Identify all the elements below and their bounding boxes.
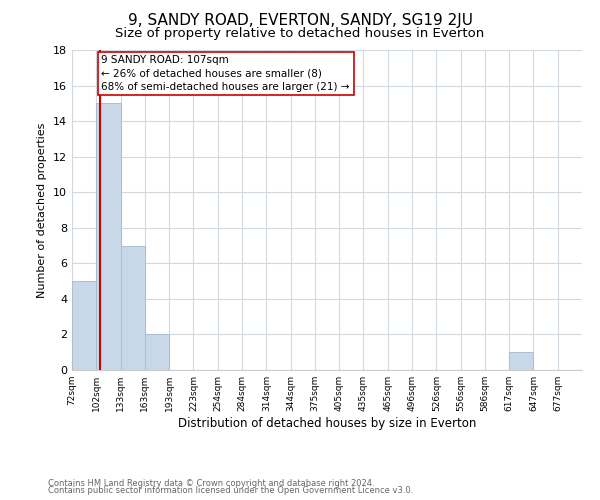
Text: 9, SANDY ROAD, EVERTON, SANDY, SG19 2JU: 9, SANDY ROAD, EVERTON, SANDY, SG19 2JU [128,12,473,28]
Text: Contains public sector information licensed under the Open Government Licence v3: Contains public sector information licen… [48,486,413,495]
Y-axis label: Number of detached properties: Number of detached properties [37,122,47,298]
Bar [96,104,121,370]
Bar [145,334,169,370]
Bar [121,246,145,370]
Text: Size of property relative to detached houses in Everton: Size of property relative to detached ho… [115,28,485,40]
Text: 9 SANDY ROAD: 107sqm
← 26% of detached houses are smaller (8)
68% of semi-detach: 9 SANDY ROAD: 107sqm ← 26% of detached h… [101,56,350,92]
Text: Contains HM Land Registry data © Crown copyright and database right 2024.: Contains HM Land Registry data © Crown c… [48,478,374,488]
X-axis label: Distribution of detached houses by size in Everton: Distribution of detached houses by size … [178,417,476,430]
Bar [509,352,533,370]
Bar [72,281,96,370]
